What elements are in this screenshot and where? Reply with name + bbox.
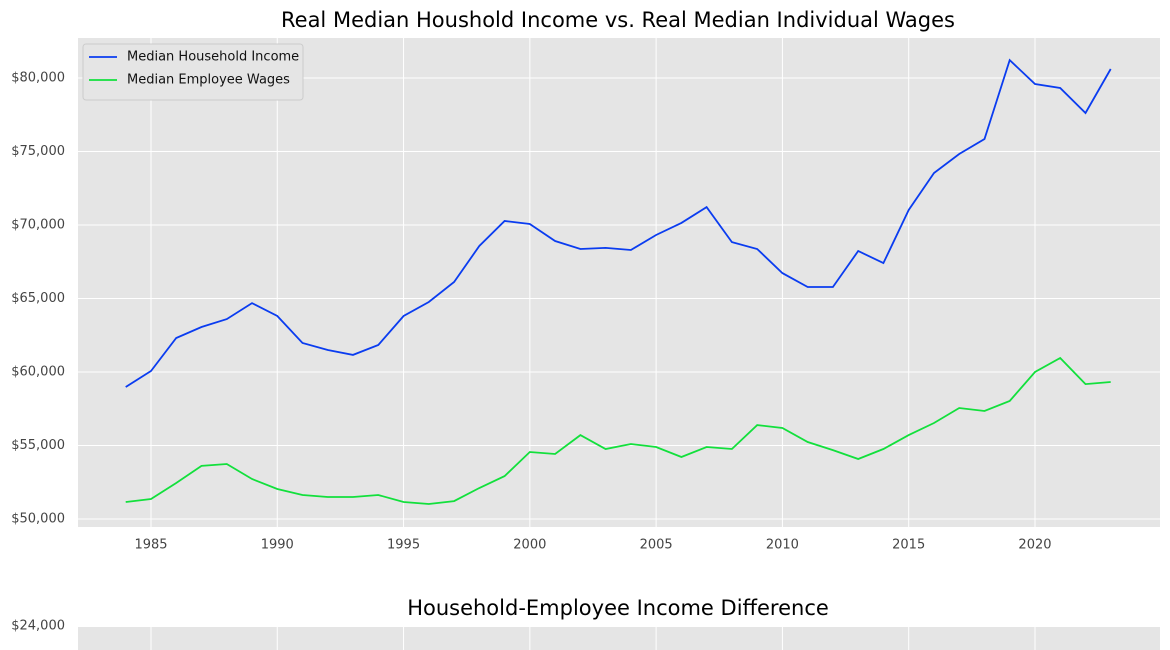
y-tick-label: $24,000 (11, 619, 65, 634)
legend-label: Median Employee Wages (127, 73, 290, 88)
x-tick-label: 2020 (1018, 538, 1051, 553)
plot-area (78, 627, 1160, 650)
y-tick-label: $60,000 (11, 365, 65, 380)
y-tick-label: $70,000 (11, 218, 65, 233)
legend-box (82, 43, 304, 101)
y-tick-label: $80,000 (11, 70, 65, 85)
x-tick-label: 2000 (513, 538, 546, 553)
line-series (125, 58, 1112, 388)
y-tick-label: $50,000 (11, 512, 65, 527)
chart-title: Household-Employee Income Difference (407, 596, 829, 620)
x-tick-label: 1990 (261, 538, 294, 553)
chart-title: Real Median Houshold Income vs. Real Med… (281, 8, 955, 32)
line-series (125, 356, 1111, 505)
y-tick-label: $55,000 (11, 438, 65, 453)
x-tick-label: 2010 (766, 538, 799, 553)
y-tick-label: $75,000 (11, 144, 65, 159)
y-tick-label: $65,000 (11, 291, 65, 306)
legend-label: Median Household Income (127, 50, 299, 65)
x-tick-label: 2005 (640, 538, 673, 553)
x-tick-label: 1985 (134, 538, 167, 553)
x-tick-label: 1995 (387, 538, 420, 553)
x-tick-label: 2015 (892, 538, 925, 553)
plot-area (78, 38, 1160, 527)
